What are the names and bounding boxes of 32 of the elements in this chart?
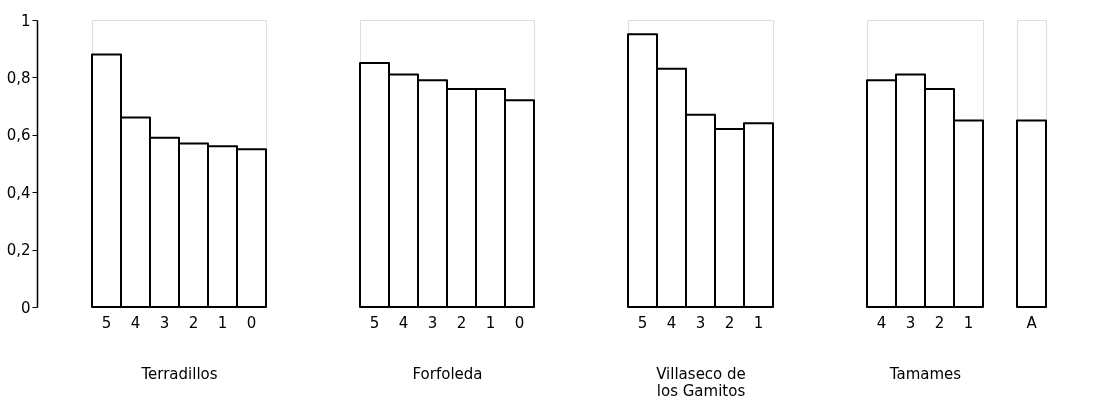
y-tick-label: 0,4 [6,183,31,202]
x-tick-label: 1 [753,313,764,332]
y-tick-label: 0,8 [6,68,31,87]
x-axis-title: Tamames [888,364,962,383]
x-tick-label: 2 [456,313,467,332]
x-tick-label: 2 [188,313,199,332]
y-tick-label: 0,2 [6,241,31,260]
x-tick-label: 5 [637,313,648,332]
x-tick-label: 3 [427,313,438,332]
x-tick-label: 4 [876,313,887,332]
x-tick-label: A [1026,313,1038,332]
x-tick-label: 5 [101,313,112,332]
x-tick-label: 5 [369,313,380,332]
x-axis-title: Forfoleda [412,364,483,383]
x-tick-label: 3 [159,313,170,332]
y-tick-label: 0 [20,298,31,317]
x-tick-label: 0 [514,313,525,332]
x-tick-label: 0 [246,313,257,332]
x-axis-title: Terradillos [140,364,218,383]
y-tick-label: 0,6 [6,126,31,145]
x-tick-label: 4 [398,313,409,332]
y-tick-label: 1 [20,11,31,30]
x-tick-label: 2 [724,313,735,332]
x-tick-label: 4 [130,313,141,332]
x-tick-label: 1 [963,313,974,332]
x-tick-label: 3 [695,313,706,332]
x-tick-label: 3 [905,313,916,332]
x-tick-label: 1 [217,313,228,332]
x-axis-title: Villaseco de los Gamitos [656,364,746,400]
x-tick-label: 2 [934,313,945,332]
x-tick-label: 4 [666,313,677,332]
x-tick-label: 1 [485,313,496,332]
